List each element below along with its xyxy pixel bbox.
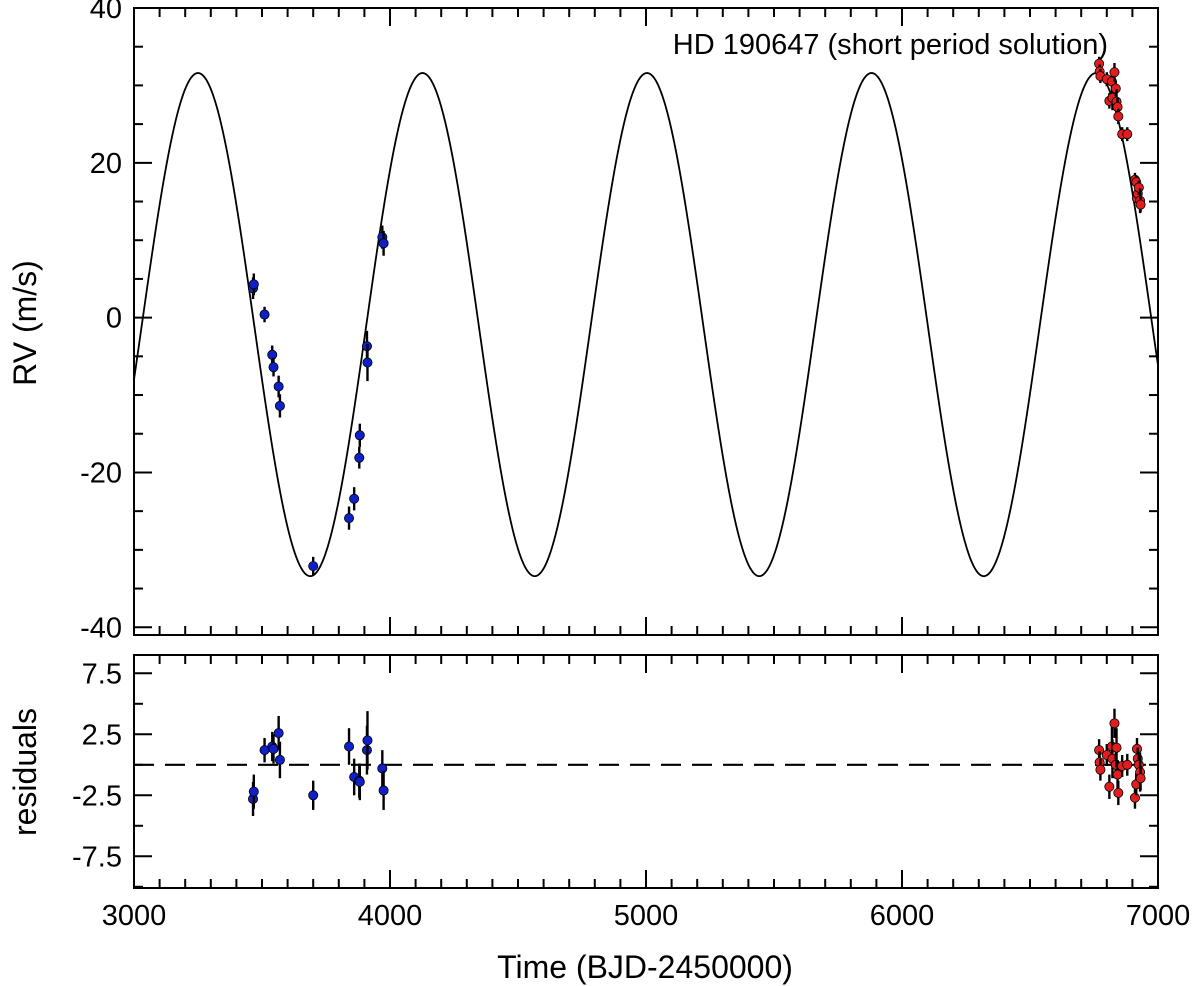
red-data-point <box>1109 718 1120 729</box>
red-data-point <box>1133 182 1144 193</box>
red-data-point <box>1112 769 1123 780</box>
keplerian-model-curve <box>134 72 1158 578</box>
blue-data-point <box>378 785 389 796</box>
red-data-point <box>1113 111 1124 122</box>
rv-plot-content <box>134 56 1158 578</box>
y-tick-label: -20 <box>80 457 122 489</box>
red-data-point <box>1111 742 1122 753</box>
blue-data-point <box>362 735 373 746</box>
red-data-point <box>1135 199 1146 210</box>
rv-panel: HD 190647 (short period solution) RV (m/… <box>7 0 1159 644</box>
x-tick-label: 7000 <box>1126 900 1191 932</box>
blue-data-point <box>308 561 319 572</box>
blue-data-point <box>354 452 365 463</box>
y-tick-label: 7.5 <box>82 658 122 690</box>
red-data-point <box>1104 781 1115 792</box>
y-tick-label: 2.5 <box>82 719 122 751</box>
blue-data-point <box>273 381 284 392</box>
y-tick-label: 20 <box>90 148 122 180</box>
x-tick-label: 3000 <box>102 900 167 932</box>
y-tick-label: -40 <box>80 612 122 644</box>
blue-data-point <box>268 743 279 754</box>
red-data-point <box>1122 759 1133 770</box>
red-data-point <box>1129 792 1140 803</box>
x-axis-label: Time (BJD-2450000) <box>497 949 793 985</box>
x-tick-label: 4000 <box>358 900 423 932</box>
blue-data-point <box>267 349 278 360</box>
red-data-point <box>1113 787 1124 798</box>
blue-data-point <box>362 357 373 368</box>
y-tick-label: -7.5 <box>72 841 122 873</box>
x-tick-label: 6000 <box>870 900 935 932</box>
y-axis-label-rv: RV (m/s) <box>7 260 43 386</box>
blue-data-point <box>354 776 365 787</box>
red-data-point <box>1122 129 1133 140</box>
residuals-panel: residuals Time (BJD-2450000) 3000 4000 500… <box>7 654 1191 985</box>
red-data-point <box>1109 67 1120 78</box>
blue-data-point <box>248 279 259 290</box>
residuals-plot-content <box>134 708 1158 817</box>
blue-data-point <box>354 430 365 441</box>
blue-data-point <box>259 309 270 320</box>
rv-plot-frame <box>133 7 1159 636</box>
blue-data-point <box>274 400 285 411</box>
blue-data-point <box>349 493 360 504</box>
red-data-point <box>1135 773 1146 784</box>
blue-data-point <box>344 513 355 524</box>
blue-data-point <box>273 728 284 739</box>
blue-data-point <box>377 763 388 774</box>
y-tick-label: 0 <box>106 303 122 335</box>
x-tick-label: 5000 <box>614 900 679 932</box>
blue-data-point <box>248 786 259 797</box>
chart-title: HD 190647 (short period solution) <box>673 29 1108 61</box>
blue-data-point <box>344 741 355 752</box>
blue-data-point <box>308 790 319 801</box>
residuals-plot-frame <box>133 654 1159 889</box>
red-data-point <box>1095 764 1106 775</box>
blue-data-point <box>268 362 279 373</box>
y-tick-label: 40 <box>90 0 122 25</box>
y-axis-label-residuals: residuals <box>7 708 43 836</box>
y-tick-label: -2.5 <box>72 780 122 812</box>
blue-data-point <box>378 238 389 249</box>
blue-data-point <box>274 754 285 765</box>
